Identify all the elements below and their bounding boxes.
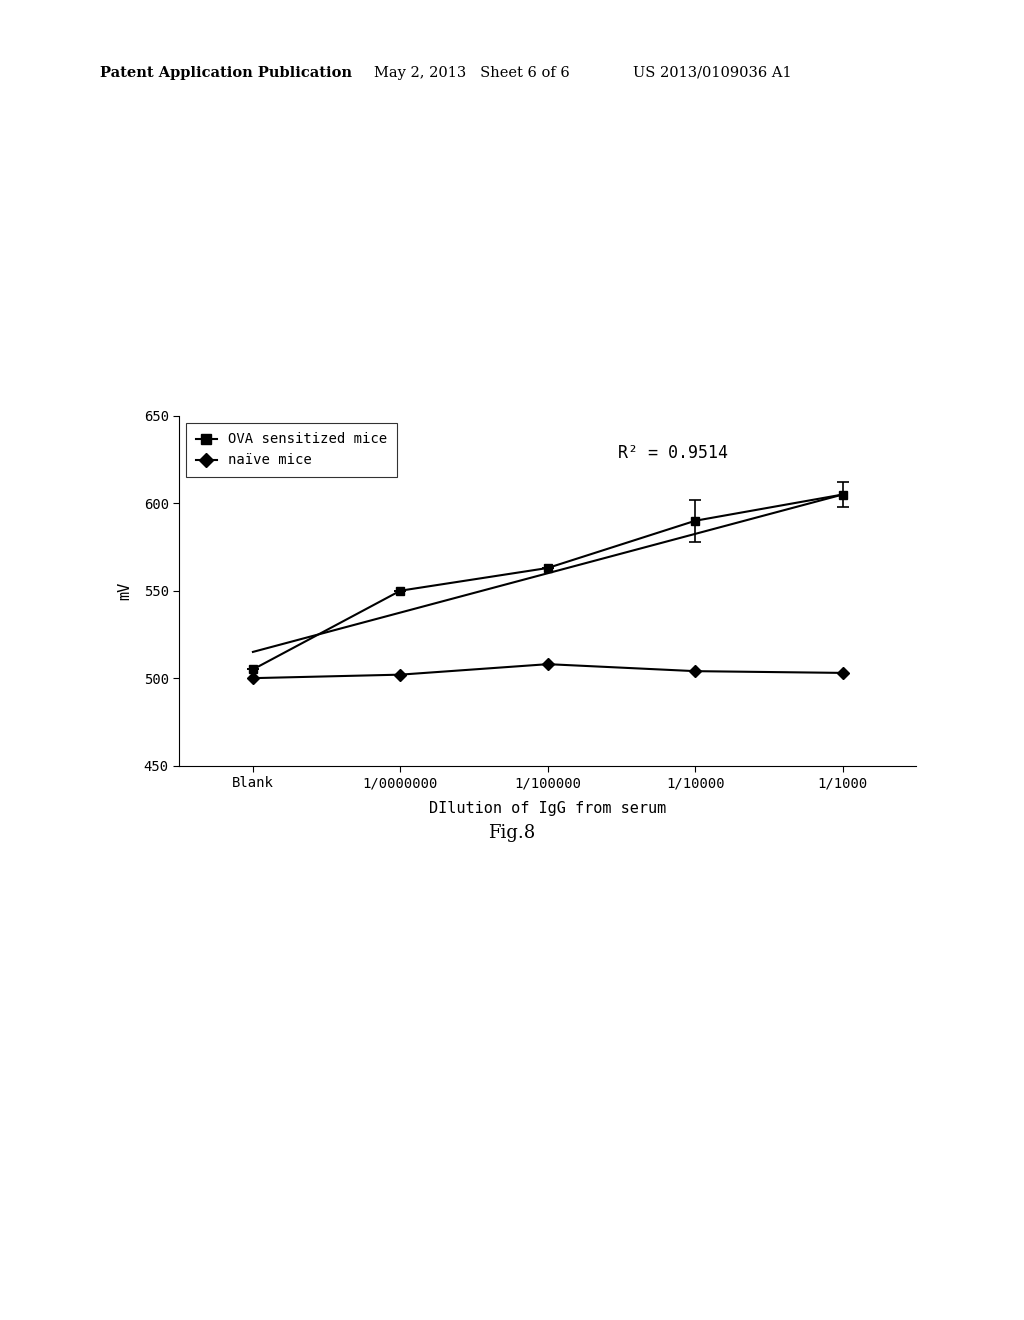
Text: US 2013/0109036 A1: US 2013/0109036 A1 <box>633 66 792 79</box>
X-axis label: DIlution of IgG from serum: DIlution of IgG from serum <box>429 801 667 816</box>
Text: R² = 0.9514: R² = 0.9514 <box>617 444 728 462</box>
Legend: OVA sensitized mice, naïve mice: OVA sensitized mice, naïve mice <box>186 422 396 477</box>
Text: Fig.8: Fig.8 <box>488 824 536 842</box>
Text: Patent Application Publication: Patent Application Publication <box>100 66 352 79</box>
Text: May 2, 2013   Sheet 6 of 6: May 2, 2013 Sheet 6 of 6 <box>374 66 569 79</box>
Y-axis label: mV: mV <box>118 582 132 599</box>
